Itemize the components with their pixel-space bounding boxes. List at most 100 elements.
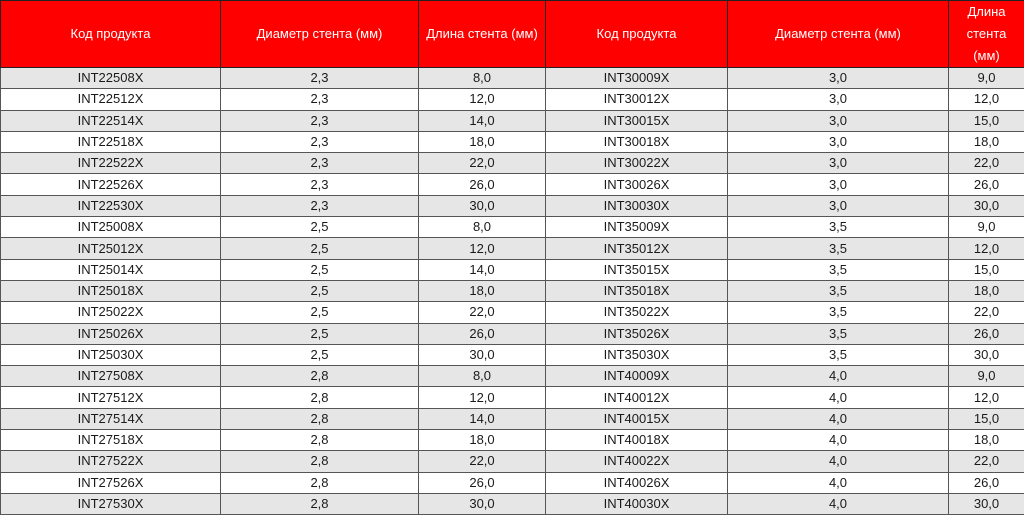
cell-stent-diameter-2: 3,0 xyxy=(728,174,949,195)
cell-stent-length: 8,0 xyxy=(419,68,546,89)
cell-product-code: INT25018X xyxy=(1,280,221,301)
cell-stent-length-2: 12,0 xyxy=(949,89,1024,110)
cell-stent-diameter-2: 4,0 xyxy=(728,451,949,472)
cell-stent-diameter: 2,3 xyxy=(221,89,419,110)
cell-stent-length: 30,0 xyxy=(419,195,546,216)
cell-stent-diameter: 2,5 xyxy=(221,280,419,301)
cell-product-code: INT25030X xyxy=(1,344,221,365)
cell-product-code: INT25014X xyxy=(1,259,221,280)
cell-stent-diameter: 2,8 xyxy=(221,366,419,387)
cell-product-code-2: INT35018X xyxy=(546,280,728,301)
cell-stent-length: 22,0 xyxy=(419,153,546,174)
cell-stent-diameter: 2,5 xyxy=(221,259,419,280)
cell-product-code: INT22508X xyxy=(1,68,221,89)
cell-stent-diameter-2: 4,0 xyxy=(728,430,949,451)
cell-product-code: INT22530X xyxy=(1,195,221,216)
cell-stent-length-2: 15,0 xyxy=(949,408,1024,429)
cell-stent-length: 18,0 xyxy=(419,131,546,152)
cell-stent-length: 30,0 xyxy=(419,344,546,365)
cell-stent-diameter-2: 3,5 xyxy=(728,259,949,280)
cell-stent-diameter: 2,5 xyxy=(221,323,419,344)
cell-product-code-2: INT40022X xyxy=(546,451,728,472)
cell-product-code-2: INT35022X xyxy=(546,302,728,323)
cell-product-code-2: INT35026X xyxy=(546,323,728,344)
cell-stent-diameter-2: 3,5 xyxy=(728,280,949,301)
cell-product-code-2: INT40026X xyxy=(546,472,728,493)
cell-stent-diameter: 2,3 xyxy=(221,131,419,152)
cell-stent-diameter-2: 3,5 xyxy=(728,323,949,344)
cell-product-code-2: INT35009X xyxy=(546,217,728,238)
header-stent-diameter: Диаметр стента (мм) xyxy=(221,1,419,68)
cell-stent-diameter: 2,8 xyxy=(221,451,419,472)
cell-product-code-2: INT40018X xyxy=(546,430,728,451)
cell-product-code: INT27522X xyxy=(1,451,221,472)
cell-product-code-2: INT30018X xyxy=(546,131,728,152)
cell-stent-diameter: 2,8 xyxy=(221,408,419,429)
cell-stent-diameter: 2,3 xyxy=(221,195,419,216)
cell-stent-diameter: 2,8 xyxy=(221,430,419,451)
cell-stent-length-2: 18,0 xyxy=(949,280,1024,301)
cell-stent-diameter-2: 3,0 xyxy=(728,131,949,152)
cell-stent-length: 18,0 xyxy=(419,430,546,451)
cell-stent-length: 18,0 xyxy=(419,280,546,301)
cell-stent-length-2: 22,0 xyxy=(949,153,1024,174)
cell-stent-diameter-2: 3,5 xyxy=(728,238,949,259)
cell-product-code-2: INT30015X xyxy=(546,110,728,131)
cell-stent-length-2: 12,0 xyxy=(949,238,1024,259)
cell-product-code-2: INT40015X xyxy=(546,408,728,429)
cell-product-code: INT27514X xyxy=(1,408,221,429)
cell-stent-length: 22,0 xyxy=(419,302,546,323)
cell-stent-length: 14,0 xyxy=(419,408,546,429)
cell-product-code-2: INT40009X xyxy=(546,366,728,387)
cell-product-code: INT25008X xyxy=(1,217,221,238)
cell-product-code-2: INT30030X xyxy=(546,195,728,216)
cell-stent-diameter: 2,3 xyxy=(221,68,419,89)
cell-stent-length-2: 9,0 xyxy=(949,68,1024,89)
header-stent-length-2: Длина стента (мм) xyxy=(949,1,1024,68)
cell-stent-length-2: 26,0 xyxy=(949,174,1024,195)
cell-stent-length: 14,0 xyxy=(419,110,546,131)
cell-stent-length: 22,0 xyxy=(419,451,546,472)
cell-product-code: INT22526X xyxy=(1,174,221,195)
cell-product-code-2: INT35015X xyxy=(546,259,728,280)
cell-product-code-2: INT30026X xyxy=(546,174,728,195)
cell-stent-diameter-2: 3,0 xyxy=(728,195,949,216)
cell-stent-length: 12,0 xyxy=(419,89,546,110)
cell-stent-diameter: 2,5 xyxy=(221,217,419,238)
cell-product-code-2: INT30009X xyxy=(546,68,728,89)
cell-stent-diameter-2: 4,0 xyxy=(728,366,949,387)
cell-stent-length-2: 22,0 xyxy=(949,451,1024,472)
cell-product-code: INT22512X xyxy=(1,89,221,110)
cell-stent-diameter-2: 3,0 xyxy=(728,89,949,110)
cell-stent-length-2: 30,0 xyxy=(949,195,1024,216)
cell-stent-length: 26,0 xyxy=(419,472,546,493)
cell-stent-diameter-2: 4,0 xyxy=(728,408,949,429)
cell-product-code: INT25026X xyxy=(1,323,221,344)
header-stent-diameter-2: Диаметр стента (мм) xyxy=(728,1,949,68)
cell-stent-diameter: 2,3 xyxy=(221,110,419,131)
header-product-code-2: Код продукта xyxy=(546,1,728,68)
cell-product-code: INT27508X xyxy=(1,366,221,387)
cell-product-code: INT22522X xyxy=(1,153,221,174)
cell-stent-length: 26,0 xyxy=(419,174,546,195)
cell-stent-diameter-2: 3,5 xyxy=(728,344,949,365)
cell-product-code-2: INT40012X xyxy=(546,387,728,408)
cell-product-code-2: INT30022X xyxy=(546,153,728,174)
cell-stent-diameter: 2,8 xyxy=(221,472,419,493)
cell-stent-diameter: 2,8 xyxy=(221,387,419,408)
cell-stent-length-2: 26,0 xyxy=(949,472,1024,493)
cell-stent-diameter: 2,3 xyxy=(221,174,419,195)
